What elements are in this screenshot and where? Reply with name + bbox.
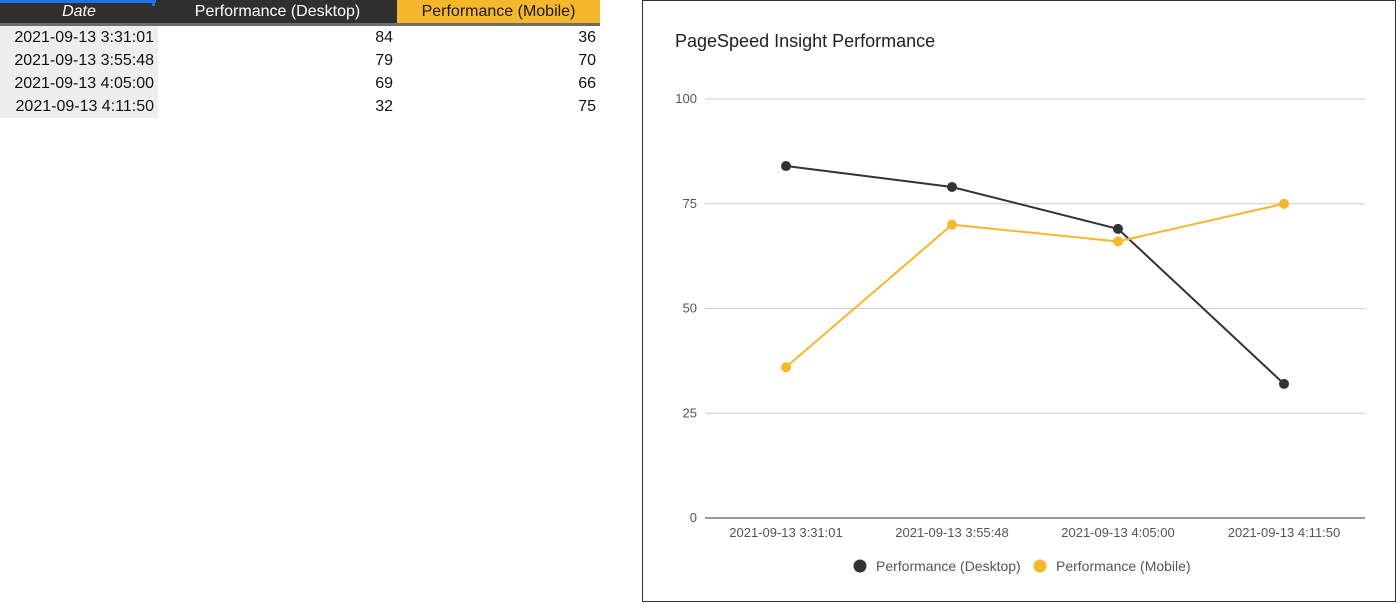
data-point[interactable]: [1113, 236, 1123, 247]
table-header-row: Date Performance (Desktop) Performance (…: [0, 0, 600, 26]
legend-marker[interactable]: [853, 559, 867, 573]
selection-indicator: [0, 0, 156, 3]
data-point[interactable]: [1113, 223, 1123, 234]
data-point[interactable]: [1279, 198, 1289, 209]
y-tick-label: 75: [683, 196, 697, 211]
y-tick-label: 0: [690, 510, 697, 525]
y-tick-label: 25: [683, 405, 697, 420]
selection-handle[interactable]: [152, 0, 155, 6]
cell-mobile[interactable]: 70: [578, 51, 596, 69]
table-row: 2021-09-13 4:05:00 69 66: [0, 72, 600, 95]
cell-desktop[interactable]: 79: [375, 51, 393, 69]
cell-date[interactable]: 2021-09-13 4:11:50: [0, 95, 158, 118]
data-point[interactable]: [781, 362, 791, 373]
cell-date[interactable]: 2021-09-13 3:55:48: [0, 49, 158, 72]
cell-desktop[interactable]: 84: [375, 28, 393, 46]
cell-date[interactable]: 2021-09-13 3:31:01: [0, 26, 158, 49]
cell-date[interactable]: 2021-09-13 4:05:00: [0, 72, 158, 95]
y-tick-label: 50: [683, 301, 697, 316]
x-tick-label: 2021-09-13 3:31:01: [729, 525, 842, 540]
data-point[interactable]: [947, 219, 957, 230]
legend-label[interactable]: Performance (Desktop): [876, 558, 1021, 574]
chart-canvas: 0 25 50 75 100 2021-09-13 3:31:01 2021-09-13 3…: [675, 91, 1365, 574]
cell-desktop[interactable]: 69: [375, 74, 393, 92]
cell-mobile[interactable]: 75: [578, 97, 596, 115]
table-row: 2021-09-13 4:11:50 32 75: [0, 95, 600, 118]
chart-title: PageSpeed Insight Performance: [675, 31, 936, 51]
data-point[interactable]: [947, 181, 957, 192]
series-line[interactable]: [785, 165, 1285, 385]
y-tick-label: 100: [675, 91, 697, 106]
header-desktop[interactable]: Performance (Desktop): [158, 0, 397, 23]
cell-mobile[interactable]: 66: [578, 74, 596, 92]
data-point[interactable]: [781, 161, 791, 172]
data-point[interactable]: [1279, 378, 1289, 389]
header-date[interactable]: Date: [0, 0, 158, 23]
cell-mobile[interactable]: 36: [578, 28, 596, 46]
series-line[interactable]: [785, 202, 1285, 368]
legend-marker[interactable]: [1033, 559, 1047, 573]
cell-desktop[interactable]: 32: [375, 97, 393, 115]
line-chart[interactable]: PageSpeed Insight Performance 0 25 50 75 100…: [642, 0, 1396, 602]
header-mobile[interactable]: Performance (Mobile): [397, 0, 600, 23]
table-row: 2021-09-13 3:55:48 79 70: [0, 49, 600, 72]
data-table: Date Performance (Desktop) Performance (…: [0, 0, 600, 118]
x-tick-label: 2021-09-13 3:55:48: [895, 525, 1008, 540]
legend-label[interactable]: Performance (Mobile): [1056, 558, 1191, 574]
x-tick-label: 2021-09-13 4:05:00: [1061, 525, 1174, 540]
table-row: 2021-09-13 3:31:01 84 36: [0, 26, 600, 49]
x-tick-label: 2021-09-13 4:11:50: [1228, 525, 1341, 540]
